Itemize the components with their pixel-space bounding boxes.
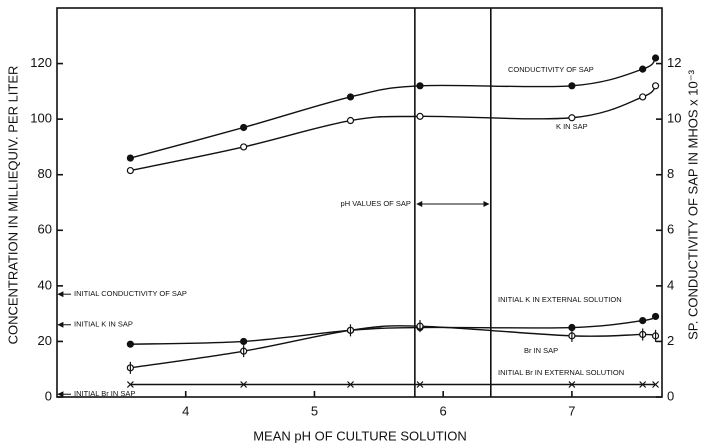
plot-frame xyxy=(56,7,663,398)
y2-tick-label: 8 xyxy=(667,166,674,181)
series-line xyxy=(130,325,656,369)
marker xyxy=(568,381,576,388)
marker xyxy=(639,316,647,325)
marker xyxy=(126,166,134,175)
series-label: INITIAL Br IN EXTERNAL SOLUTION xyxy=(498,368,624,377)
marker xyxy=(240,143,248,151)
marker xyxy=(639,381,647,388)
y-tick-label: 80 xyxy=(38,166,52,181)
marker xyxy=(416,381,424,388)
marker xyxy=(651,329,660,342)
annotation: INITIAL CONDUCTIVITY OF SAP xyxy=(74,289,187,298)
y-tick-label: 60 xyxy=(38,222,52,237)
x-tick-label: 5 xyxy=(311,403,318,418)
marker xyxy=(639,328,647,341)
marker xyxy=(639,65,647,73)
y-axis-label: CONCENTRATION IN MILLIEQUIV. PER LITER xyxy=(5,66,20,345)
y-tick-label: 0 xyxy=(45,388,52,403)
x-tick-label: 7 xyxy=(568,403,575,418)
y2-tick-label: 4 xyxy=(667,277,674,292)
ph-label: pH VALUES OF SAP xyxy=(341,199,411,208)
marker xyxy=(651,312,660,321)
marker xyxy=(126,154,134,162)
marker xyxy=(651,82,660,90)
y2-tick-label: 12 xyxy=(667,55,681,70)
y2-tick-label: 10 xyxy=(667,111,681,126)
marker xyxy=(568,323,576,332)
y2-axis-label: SP. CONDUCTIVITY OF SAP IN MHOS x 10⁻³ xyxy=(685,69,700,339)
marker xyxy=(651,54,660,62)
marker xyxy=(416,112,424,120)
marker xyxy=(416,82,424,90)
marker xyxy=(240,123,248,132)
x-tick-label: 6 xyxy=(440,403,447,418)
marker xyxy=(347,381,354,388)
marker xyxy=(568,82,576,90)
annotation: INITIAL K IN SAP xyxy=(74,320,133,329)
x-axis-label: MEAN pH OF CULTURE SOLUTION xyxy=(253,428,467,443)
series-label: Br IN SAP xyxy=(524,346,558,355)
x-tick-label: 4 xyxy=(182,403,189,418)
annotation: INITIAL Br IN SAP xyxy=(74,389,135,398)
y-tick-label: 100 xyxy=(30,111,52,126)
marker xyxy=(126,381,134,388)
marker xyxy=(126,340,134,348)
y2-tick-label: 6 xyxy=(667,222,674,237)
marker xyxy=(346,324,355,337)
marker xyxy=(240,381,248,388)
series-label: INITIAL K IN EXTERNAL SOLUTION xyxy=(498,295,622,304)
marker xyxy=(346,116,355,125)
marker xyxy=(568,114,576,122)
y2-tick-label: 2 xyxy=(667,333,674,348)
marker xyxy=(240,337,248,346)
marker xyxy=(416,320,424,333)
series-line xyxy=(130,315,656,345)
marker xyxy=(240,345,248,358)
y-tick-label: 20 xyxy=(38,333,52,348)
marker xyxy=(652,381,659,388)
series-label: CONDUCTIVITY OF SAP xyxy=(508,65,594,74)
marker xyxy=(346,93,355,101)
marker xyxy=(639,93,647,101)
y2-tick-label: 0 xyxy=(667,388,674,403)
y-tick-label: 120 xyxy=(30,55,52,70)
series-label: K IN SAP xyxy=(556,122,588,131)
marker xyxy=(126,361,134,374)
y-tick-label: 40 xyxy=(38,277,52,292)
marker xyxy=(568,329,576,342)
